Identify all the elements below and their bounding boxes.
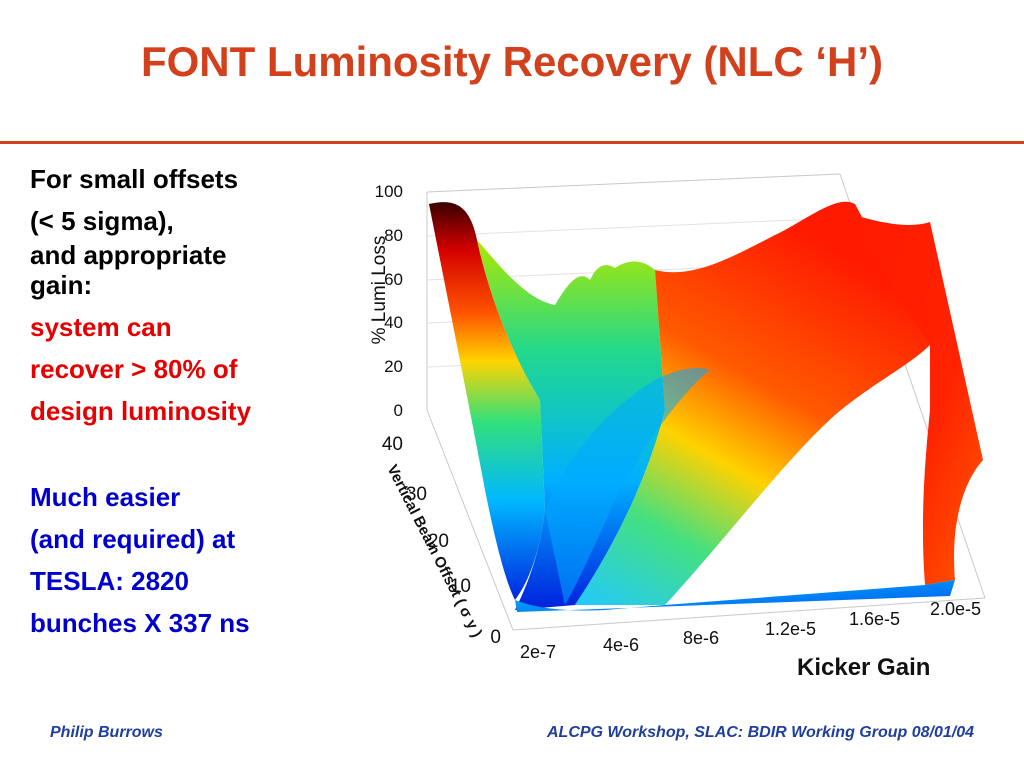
x-tick: 4e-6 [603, 635, 639, 655]
tesla-line: TESLA: 2820 [30, 566, 189, 596]
x-axis-label: Kicker Gain [797, 654, 930, 681]
z-tick: 40 [384, 313, 403, 332]
footer-author: Philip Burrows [50, 724, 163, 741]
x-tick: 1.6e-5 [849, 609, 900, 629]
body-text: For small offsets (< 5 sigma), and appro… [30, 158, 350, 644]
z-tick: 100 [375, 182, 403, 201]
highlight-line: design luminosity [30, 396, 252, 426]
y-axis-label: Vertical Beam Offset ( σ y ) [383, 462, 485, 640]
z-axis-label: % Lumi Loss [369, 236, 390, 345]
surface [429, 201, 983, 612]
text-line-part: and appropriate [30, 240, 227, 270]
text-line: and appropriate gain: [30, 240, 350, 300]
tesla-line: Much easier [30, 482, 181, 512]
z-tick: 20 [384, 357, 403, 376]
z-tick: 80 [384, 226, 403, 245]
y-tick: 30 [406, 484, 427, 505]
y-tick: 40 [382, 434, 403, 455]
surface-plot: 100 80 60 40 20 0 % Lumi Loss 40 30 20 1… [365, 160, 995, 706]
slide-title: FONT Luminosity Recovery (NLC ‘H’) [140, 38, 884, 85]
x-tick: 2.0e-5 [930, 599, 981, 619]
highlight-line: system can [30, 312, 172, 342]
z-tick: 60 [384, 270, 403, 289]
title-divider [0, 141, 1024, 144]
x-tick: 8e-6 [683, 628, 719, 648]
y-tick: 10 [450, 576, 471, 597]
surface-plot-svg: 100 80 60 40 20 0 % Lumi Loss 40 30 20 1… [369, 173, 986, 681]
z-tick: 0 [394, 401, 403, 420]
text-line: For small offsets [30, 164, 239, 194]
x-tick: 1.2e-5 [765, 619, 816, 639]
y-tick: 20 [428, 531, 449, 552]
text-line-part: gain: [30, 270, 93, 300]
x-tick: 2e-7 [520, 642, 556, 662]
y-tick: 0 [490, 627, 501, 648]
text-line: (< 5 sigma), [30, 206, 174, 236]
tesla-line: bunches X 337 ns [30, 608, 250, 638]
footer-event: ALCPG Workshop, SLAC: BDIR Working Group… [546, 724, 974, 741]
highlight-line: recover > 80% of [30, 354, 238, 384]
tesla-line: (and required) at [30, 524, 236, 554]
